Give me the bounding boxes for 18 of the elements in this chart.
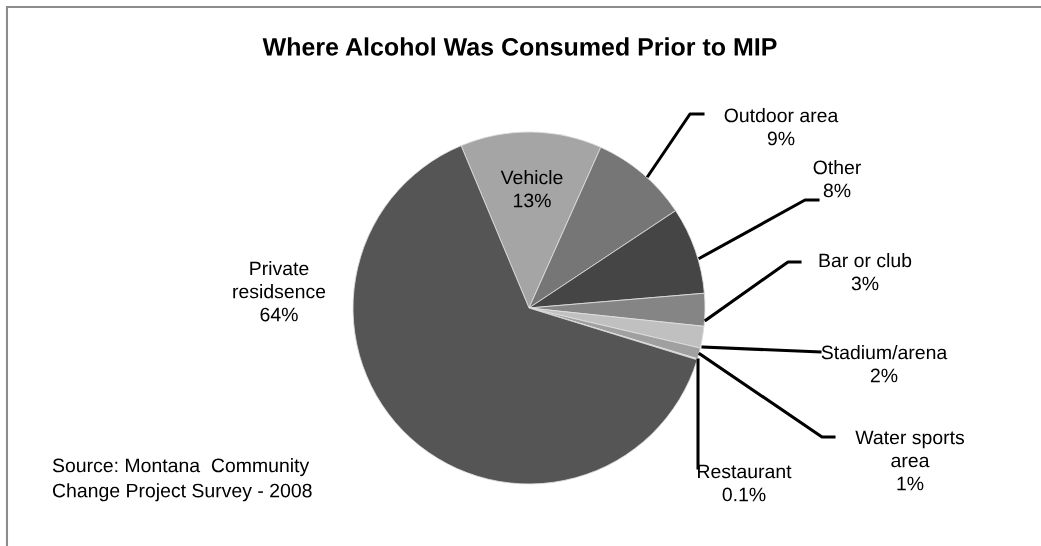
- data-label: 8%: [823, 183, 851, 198]
- data-label: 64%: [260, 307, 298, 322]
- data-label: 9%: [767, 131, 795, 146]
- slice-label: Private residsence: [233, 261, 326, 299]
- slice-label: Bar or club: [819, 253, 912, 268]
- data-label: 1%: [897, 476, 924, 491]
- data-label: 2%: [870, 368, 898, 383]
- slice-label: Water sports area: [855, 430, 965, 468]
- slice-label: Stadium/arena: [821, 345, 948, 360]
- slice-label: Outdoor area: [724, 108, 839, 123]
- source-note: Source: Montana Community Change Project Survey - 2008: [52, 458, 312, 502]
- chart-title: Where Alcohol Was Consumed Prior to MIP: [262, 37, 777, 56]
- data-label: 3%: [851, 276, 879, 291]
- data-label: 0.1%: [722, 487, 766, 502]
- data-label: 13%: [514, 193, 551, 208]
- slice-label: Vehicle: [500, 170, 563, 185]
- slice-label: Other: [813, 160, 861, 175]
- slice-label: Restaurant: [698, 464, 792, 479]
